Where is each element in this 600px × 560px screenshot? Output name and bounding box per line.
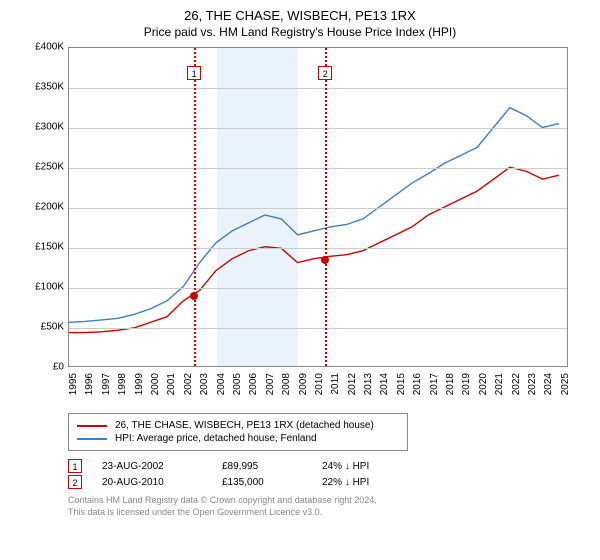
- x-tick-label: 2025: [560, 373, 571, 395]
- plot-area: 12: [68, 47, 568, 367]
- x-tick-label: 2024: [543, 373, 554, 395]
- chart-subtitle: Price paid vs. HM Land Registry's House …: [10, 25, 590, 39]
- series-hpi-line: [69, 108, 559, 323]
- sale-table: 1 23-AUG-2002 £89,995 24% ↓ HPI 2 20-AUG-2010…: [68, 459, 590, 489]
- chart-title: 26, THE CHASE, WISBECH, PE13 1RX: [10, 8, 590, 23]
- y-tick-label: £200K: [35, 202, 64, 213]
- x-tick-label: 1999: [134, 373, 145, 395]
- x-tick-label: 2021: [494, 373, 505, 395]
- x-tick-label: 2014: [379, 373, 390, 395]
- x-tick-label: 2011: [330, 373, 341, 395]
- x-tick-label: 2017: [429, 373, 440, 395]
- y-tick-label: £0: [53, 362, 64, 373]
- footer-line-2: This data is licensed under the Open Gov…: [68, 507, 590, 519]
- x-tick-label: 2005: [232, 373, 243, 395]
- x-tick-label: 2009: [298, 373, 309, 395]
- x-tick-label: 2001: [166, 373, 177, 395]
- legend-item: HPI: Average price, detached house, Fenl…: [77, 433, 399, 444]
- table-row-number: 1: [68, 459, 82, 473]
- ref-line: [325, 48, 327, 366]
- x-tick-label: 2019: [461, 373, 472, 395]
- y-tick-label: £350K: [35, 82, 64, 93]
- x-tick-label: 2010: [314, 373, 325, 395]
- gridline: [69, 248, 567, 249]
- table-row: 1 23-AUG-2002 £89,995 24% ↓ HPI: [68, 459, 590, 473]
- x-tick-label: 2007: [265, 373, 276, 395]
- x-tick-label: 2020: [478, 373, 489, 395]
- sale-marker: [321, 256, 329, 264]
- gridline: [69, 128, 567, 129]
- chart-area: £0£50K£100K£150K£200K£250K£300K£350K£400…: [20, 47, 580, 407]
- chart-container: 26, THE CHASE, WISBECH, PE13 1RX Price p…: [0, 0, 600, 526]
- x-tick-label: 2000: [150, 373, 161, 395]
- gridline: [69, 168, 567, 169]
- y-tick-label: £400K: [35, 42, 64, 53]
- y-tick-label: £300K: [35, 122, 64, 133]
- y-tick-label: £150K: [35, 242, 64, 253]
- footer: Contains HM Land Registry data © Crown c…: [68, 495, 590, 518]
- x-tick-label: 2023: [527, 373, 538, 395]
- gridline: [69, 88, 567, 89]
- x-tick-label: 2008: [281, 373, 292, 395]
- y-tick-label: £50K: [41, 322, 64, 333]
- legend-swatch: [77, 425, 107, 427]
- x-tick-label: 1998: [117, 373, 128, 395]
- line-layer: [69, 48, 567, 366]
- gridline: [69, 288, 567, 289]
- y-tick-label: £100K: [35, 282, 64, 293]
- table-pct: 24% ↓ HPI: [322, 461, 432, 472]
- x-tick-label: 2018: [445, 373, 456, 395]
- legend-item: 26, THE CHASE, WISBECH, PE13 1RX (detach…: [77, 420, 399, 431]
- x-axis: 1995 1996 1997 1998 1999 2000 2001 2002 2003 2004…: [68, 369, 568, 407]
- ref-line-label: 1: [187, 66, 201, 80]
- footer-line-1: Contains HM Land Registry data © Crown c…: [68, 495, 590, 507]
- ref-line-label: 2: [318, 66, 332, 80]
- table-date: 23-AUG-2002: [102, 461, 212, 472]
- legend-swatch: [77, 438, 107, 440]
- gridline: [69, 208, 567, 209]
- x-tick-label: 2013: [363, 373, 374, 395]
- table-row: 2 20-AUG-2010 £135,000 22% ↓ HPI: [68, 475, 590, 489]
- series-property-line: [69, 167, 559, 332]
- x-tick-label: 2006: [248, 373, 259, 395]
- legend-label: HPI: Average price, detached house, Fenl…: [115, 433, 317, 444]
- table-row-number: 2: [68, 475, 82, 489]
- legend: 26, THE CHASE, WISBECH, PE13 1RX (detach…: [68, 413, 408, 451]
- table-pct: 22% ↓ HPI: [322, 477, 432, 488]
- ref-line: [194, 48, 196, 366]
- y-tick-label: £250K: [35, 162, 64, 173]
- x-tick-label: 2004: [216, 373, 227, 395]
- x-tick-label: 2002: [183, 373, 194, 395]
- sale-marker: [190, 292, 198, 300]
- legend-label: 26, THE CHASE, WISBECH, PE13 1RX (detach…: [115, 420, 374, 431]
- x-tick-label: 1996: [84, 373, 95, 395]
- table-date: 20-AUG-2010: [102, 477, 212, 488]
- x-tick-label: 2003: [199, 373, 210, 395]
- table-price: £89,995: [222, 461, 312, 472]
- y-axis: £0£50K£100K£150K£200K£250K£300K£350K£400…: [20, 47, 68, 367]
- x-tick-label: 2015: [396, 373, 407, 395]
- x-tick-label: 2012: [347, 373, 358, 395]
- x-tick-label: 2016: [412, 373, 423, 395]
- x-tick-label: 1995: [68, 373, 79, 395]
- table-price: £135,000: [222, 477, 312, 488]
- gridline: [69, 328, 567, 329]
- x-tick-label: 1997: [101, 373, 112, 395]
- x-tick-label: 2022: [511, 373, 522, 395]
